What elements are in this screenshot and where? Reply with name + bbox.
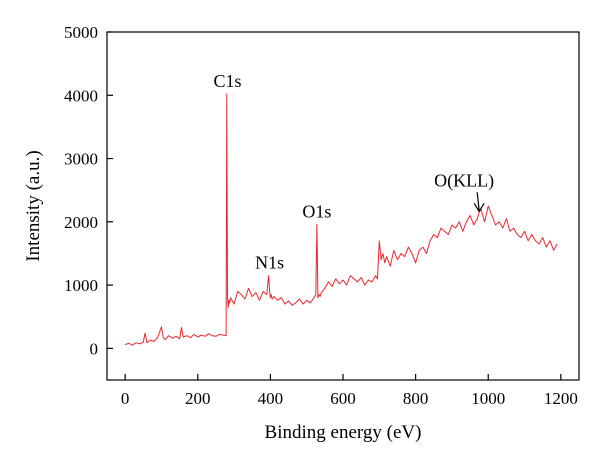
y-axis-label: Intensity (a.u.)	[23, 150, 44, 261]
axis-ticks	[107, 31, 562, 380]
x-tick-label: 1200	[544, 389, 578, 408]
x-tick-label: 1000	[471, 389, 505, 408]
x-axis-label: Binding energy (eV)	[265, 422, 422, 443]
x-tick-label: 600	[330, 389, 356, 408]
peak-label-c1s: C1s	[214, 71, 242, 91]
y-tick-label: 3000	[64, 150, 98, 169]
peak-annotations: C1s N1s O1s O(KLL)	[214, 71, 495, 273]
annotation-arrow	[476, 192, 480, 211]
y-tick-label: 2000	[64, 213, 98, 232]
x-tick-label: 400	[258, 389, 284, 408]
y-tick-label: 0	[90, 339, 99, 358]
x-tick-label: 0	[121, 389, 130, 408]
y-tick-label: 1000	[64, 276, 98, 295]
y-tick-label: 4000	[64, 86, 98, 105]
peak-label-n1s: N1s	[255, 253, 284, 273]
x-tick-label: 800	[403, 389, 429, 408]
tick-labels: 0 200 400 600 800 1000 1200 0 1000 2000 3000 4000 50…	[64, 23, 578, 408]
annotation-arrowhead	[473, 203, 485, 213]
spectrum-line	[125, 93, 558, 346]
peak-label-o-kll: O(KLL)	[434, 170, 494, 191]
y-tick-label: 5000	[64, 23, 98, 42]
x-tick-label: 200	[185, 389, 211, 408]
peak-label-o1s: O1s	[302, 201, 331, 221]
plot-frame	[106, 31, 580, 381]
